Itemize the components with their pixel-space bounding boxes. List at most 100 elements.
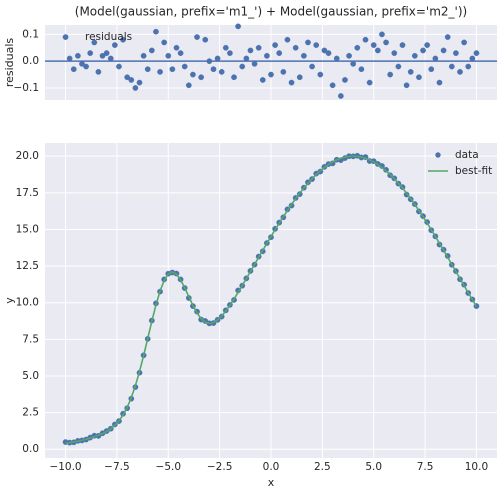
data-point	[411, 52, 418, 59]
x-tick-label: 0.0	[263, 461, 280, 473]
data-point	[87, 50, 94, 56]
data-point	[461, 39, 467, 46]
data-point	[362, 36, 369, 43]
data-point	[346, 52, 352, 59]
data-point	[103, 50, 110, 56]
data-point	[120, 36, 126, 43]
data-point	[136, 79, 143, 86]
data-point	[206, 58, 213, 65]
data-point	[255, 44, 262, 51]
data-point	[218, 69, 225, 75]
y-tick-label: 0.0	[22, 443, 39, 455]
y-tick-label: 10.0	[16, 297, 39, 309]
data-point	[91, 39, 98, 46]
chart-title: (Model(gaussian, prefix='m1_') + Model(g…	[75, 5, 467, 19]
data-point	[416, 74, 422, 81]
data-point	[132, 85, 139, 91]
data-point	[140, 52, 147, 59]
y-tick-label: 2.5	[22, 407, 39, 419]
data-point	[399, 42, 406, 48]
data-point	[317, 71, 324, 78]
data-point	[329, 82, 336, 89]
data-point	[235, 23, 241, 30]
x-axis-label: x	[268, 476, 275, 489]
y-tick-label: −0.1	[14, 82, 40, 94]
y-tick-label: 5.0	[22, 370, 39, 382]
data-point	[440, 47, 447, 54]
data-point	[473, 50, 480, 56]
data-point	[391, 50, 398, 56]
data-point	[374, 47, 381, 54]
data-point	[75, 52, 81, 59]
x-tick-label: −5.0	[156, 461, 182, 473]
data-point	[264, 52, 270, 59]
data-point	[227, 50, 233, 56]
data-point	[243, 55, 250, 62]
y-tick-label: 20.0	[16, 150, 39, 162]
data-point	[181, 63, 188, 70]
data-point	[173, 44, 180, 51]
legend-label: residuals	[85, 31, 132, 43]
data-point	[62, 34, 69, 40]
data-point	[128, 77, 135, 83]
data-point	[169, 66, 176, 73]
data-point	[95, 69, 102, 75]
data-point	[432, 55, 439, 62]
x-tick-label: −7.5	[104, 461, 130, 473]
data-point	[214, 55, 221, 62]
data-point	[370, 42, 377, 48]
subplot: −0.1 0.0 0.1 (Model(gaussian, prefix='m1_')…	[3, 5, 497, 100]
y-tick-label: 7.5	[22, 333, 39, 345]
data-point	[457, 69, 463, 75]
y-axis-label: residuals	[3, 38, 16, 88]
data-point	[202, 36, 209, 43]
data-point	[407, 69, 414, 75]
data-point	[259, 77, 266, 83]
data-point	[165, 52, 172, 59]
data-point	[354, 44, 361, 51]
fit-line	[65, 155, 478, 445]
data-point	[239, 63, 246, 70]
legend-label: data	[455, 149, 479, 161]
data-point	[395, 63, 402, 70]
data-point	[428, 66, 435, 73]
x-tick-label: −10.0	[49, 461, 81, 473]
x-tick-label: 10.0	[465, 461, 488, 473]
y-axis-label: y	[3, 297, 16, 304]
data-point	[190, 71, 196, 78]
x-tick-label: −2.5	[207, 461, 233, 473]
y-tick-label: 0.1	[22, 28, 39, 40]
data-point	[301, 52, 307, 59]
data-point	[210, 66, 217, 73]
data-point	[222, 44, 229, 51]
data-point	[448, 63, 455, 70]
data-point	[366, 79, 373, 86]
data-point	[107, 55, 114, 62]
data-point	[268, 71, 274, 78]
data-point	[350, 60, 357, 67]
data-point	[420, 47, 426, 54]
y-tick-label: 0.0	[22, 55, 39, 67]
data-point	[338, 93, 344, 99]
data-point	[379, 31, 385, 38]
data-point	[387, 71, 394, 78]
data-point	[469, 55, 476, 62]
data-point	[124, 74, 131, 81]
subplot: 0.0 2.5 5.0 7.5 10.0 12.5 15.0 17.5 20.0 −10.0 −7.…	[3, 143, 497, 489]
data-point	[194, 34, 200, 40]
data-point	[280, 69, 287, 75]
y-tick-label: 12.5	[16, 260, 39, 272]
data-point	[99, 52, 106, 59]
data-point	[272, 42, 278, 48]
data-point	[292, 44, 299, 51]
data-point	[148, 47, 155, 54]
data-point	[305, 39, 311, 46]
data-point	[284, 36, 291, 43]
data-point	[185, 82, 192, 89]
data-point	[453, 50, 459, 56]
data-point	[251, 60, 258, 67]
x-tick-label: 2.5	[314, 461, 331, 473]
data-point	[161, 39, 168, 46]
data-point	[342, 77, 348, 83]
